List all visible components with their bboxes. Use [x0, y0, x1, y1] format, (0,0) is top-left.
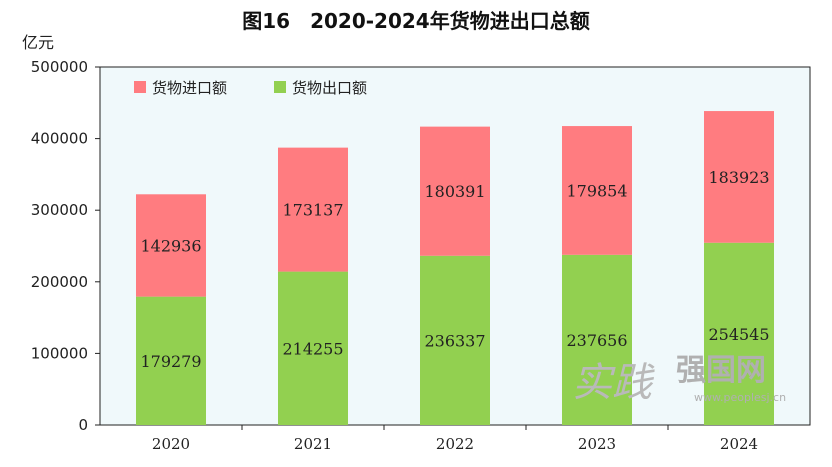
y-tick-label: 100000 — [31, 344, 88, 362]
x-tick-label: 2020 — [152, 435, 190, 453]
bar-segment-export — [420, 255, 490, 425]
y-axis: 0 100000 200000 300000 400000 500000 — [31, 58, 100, 434]
data-label: 179854 — [566, 181, 627, 200]
data-label: 183923 — [708, 168, 769, 187]
y-tick-label: 300000 — [31, 201, 88, 219]
x-tick-label: 2022 — [436, 435, 474, 453]
data-label: 180391 — [424, 182, 485, 201]
legend-swatch — [134, 81, 146, 93]
watermark-url: www.peoplesj.cn — [694, 391, 786, 404]
bar-segment-import — [704, 111, 774, 243]
bar-segment-import — [278, 147, 348, 272]
bar-segment-export — [562, 254, 632, 425]
bar-segment-export — [278, 271, 348, 425]
data-label: 173137 — [282, 201, 343, 220]
legend-label: 货物出口额 — [292, 79, 367, 97]
data-label: 237656 — [566, 331, 627, 350]
legend-swatch — [274, 81, 286, 93]
x-tick-label: 2021 — [294, 435, 332, 453]
y-tick-label: 500000 — [31, 58, 88, 76]
x-axis: 2020 2021 2022 2023 2024 — [152, 425, 758, 453]
bar-segment-import — [562, 126, 632, 255]
legend-label: 货物进口额 — [152, 79, 227, 97]
y-tick-label: 200000 — [31, 273, 88, 291]
watermark: 实践 强国网 www.peoplesj.cn — [572, 353, 786, 406]
bar-segment-import — [420, 126, 490, 256]
bar-segment-export — [704, 242, 774, 425]
data-label: 236337 — [424, 331, 485, 350]
chart-title: 图16 2020-2024年货物进出口总额 — [242, 9, 589, 33]
y-axis-unit-label: 亿元 — [22, 33, 54, 52]
data-label: 142936 — [140, 236, 201, 255]
data-label: 214255 — [282, 339, 343, 358]
y-tick-label: 0 — [78, 416, 88, 434]
watermark-script: 实践 — [572, 360, 655, 406]
data-label: 254545 — [708, 325, 769, 344]
y-tick-label: 400000 — [31, 130, 88, 148]
watermark-brand: 强国网 — [676, 353, 766, 388]
x-tick-label: 2023 — [578, 435, 616, 453]
bar-segment-import — [136, 194, 206, 297]
data-label: 179279 — [140, 352, 201, 371]
x-tick-label: 2024 — [720, 435, 758, 453]
legend: 货物进口额 货物出口额 — [134, 79, 367, 97]
bars: 179279 142936 214255 173137 236337 180391 2376… — [136, 111, 774, 425]
bar-segment-export — [136, 296, 206, 425]
